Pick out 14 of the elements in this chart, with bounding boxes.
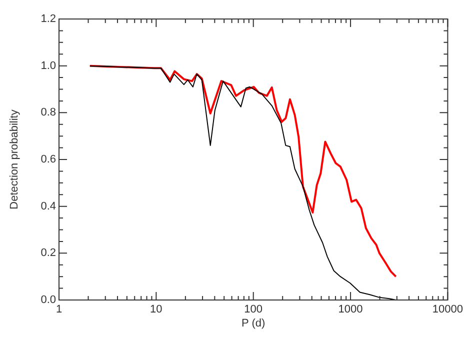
x-axis-title: P (d) (242, 317, 266, 330)
y-tick-label: 0.8 (40, 106, 56, 119)
x-tick-label: 10 (150, 304, 162, 316)
y-tick-label: 0.6 (40, 154, 56, 166)
y-axis-title: Detection probability (8, 109, 21, 210)
x-tick-label: 100 (244, 304, 263, 316)
y-tick-label: 0.0 (40, 294, 56, 306)
x-tick-label: 10000 (432, 304, 464, 316)
y-tick-label: 0.2 (40, 247, 56, 260)
x-tick-label: 1000 (338, 304, 363, 316)
y-tick-label: 1.2 (40, 13, 56, 26)
y-tick-label: 0.4 (40, 200, 56, 212)
x-tick-label: 1 (56, 304, 62, 316)
y-tick-label: 1.0 (40, 60, 56, 72)
